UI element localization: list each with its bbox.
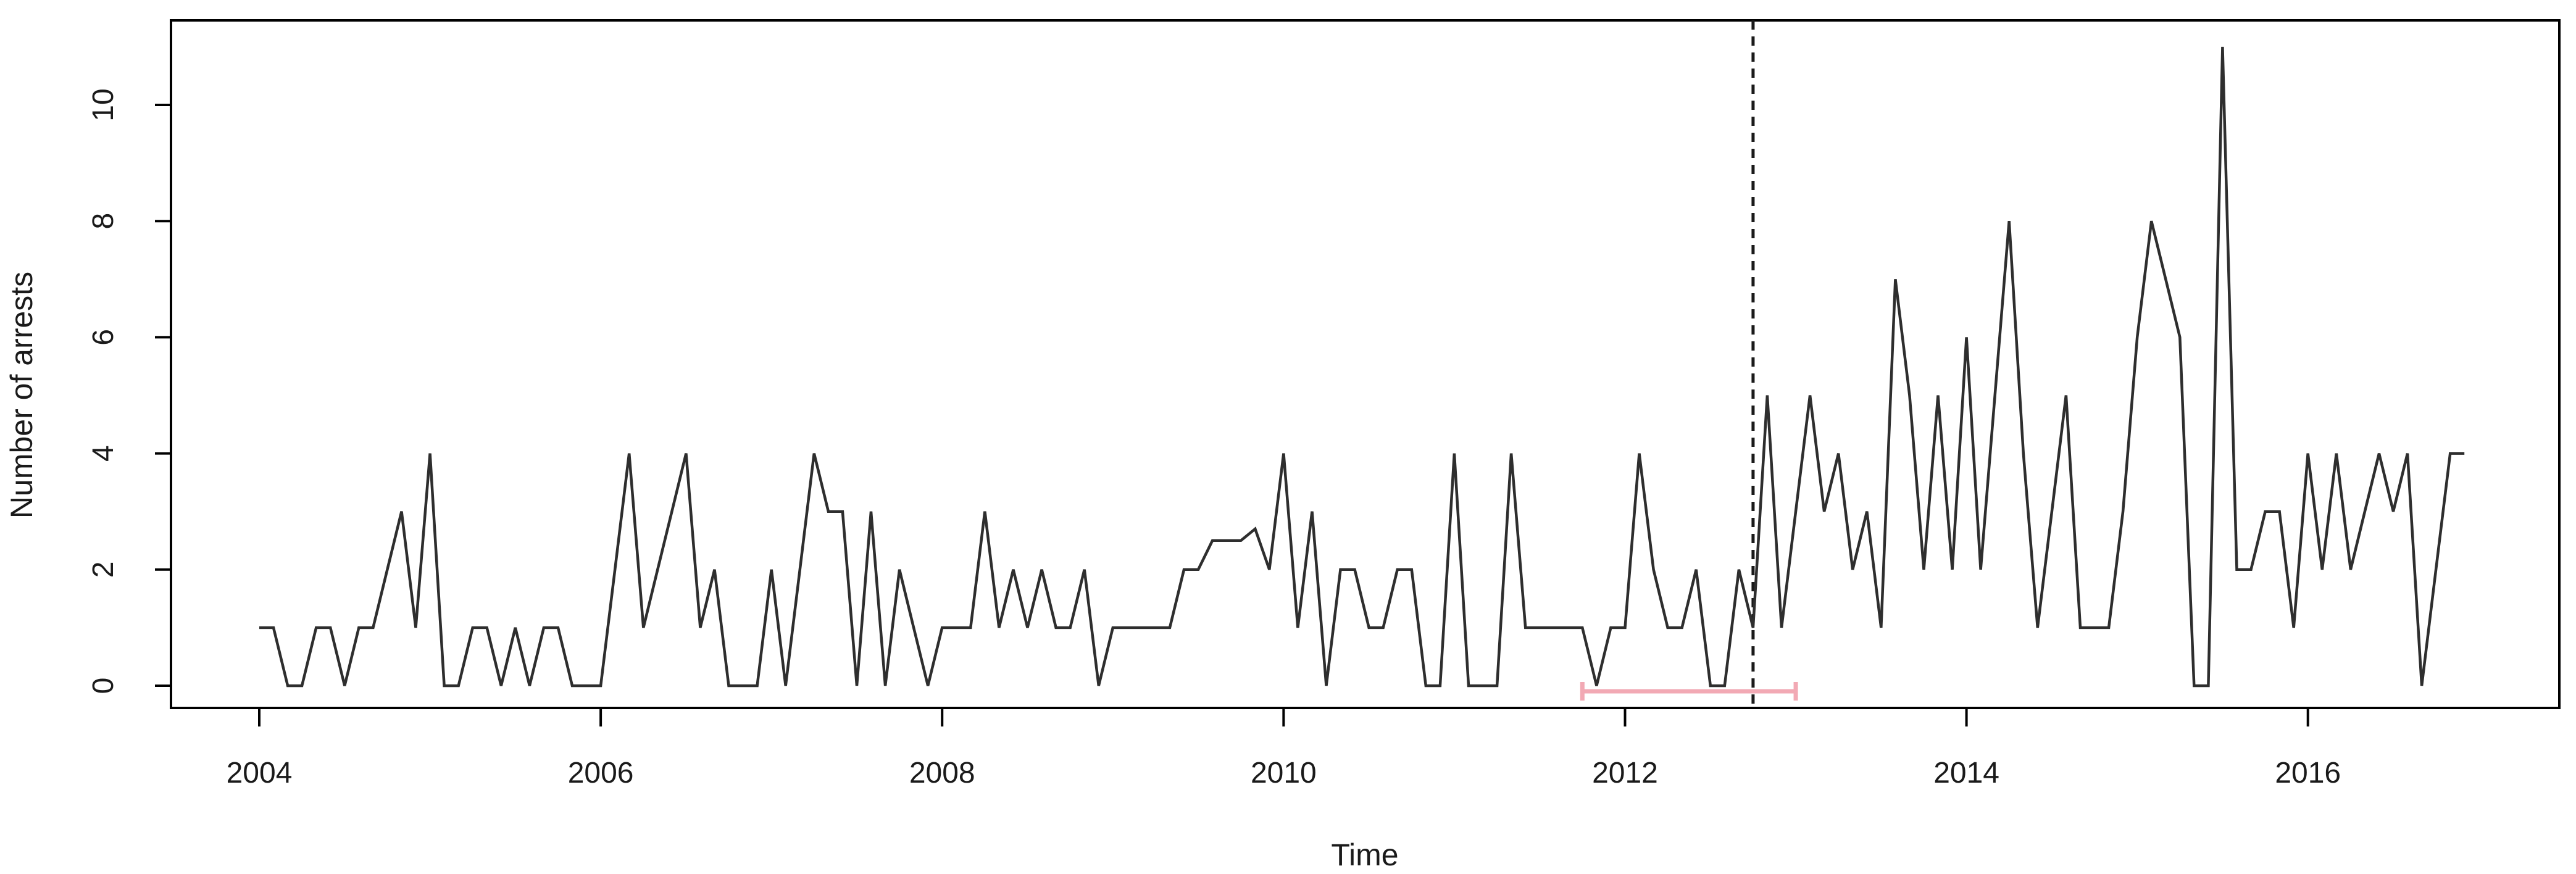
y-tick-label: 0	[87, 678, 120, 694]
x-tick-label: 2012	[1592, 757, 1658, 789]
x-tick-label: 2010	[1251, 757, 1317, 789]
x-axis-title: Time	[1331, 838, 1398, 872]
y-tick-label: 4	[87, 445, 120, 462]
x-tick-label: 2004	[227, 757, 293, 789]
chart-dynamic-layer: 2004 2006 2008 2010 2012 2014 2016 0 2 4 6 8 10	[87, 19, 2561, 789]
plot-border	[170, 19, 2561, 709]
x-tick-label: 2014	[1933, 757, 1999, 789]
y-axis-title: Number of arrests	[4, 272, 39, 518]
y-tick-label: 2	[87, 561, 120, 578]
y-tick-label: 8	[87, 213, 120, 230]
y-tick-label: 6	[87, 329, 120, 346]
x-tick-label: 2016	[2275, 757, 2341, 789]
y-tick-label: 10	[87, 88, 120, 121]
series-line	[259, 46, 2465, 688]
x-tick-label: 2008	[909, 757, 975, 789]
x-tick-label: 2006	[568, 757, 634, 789]
